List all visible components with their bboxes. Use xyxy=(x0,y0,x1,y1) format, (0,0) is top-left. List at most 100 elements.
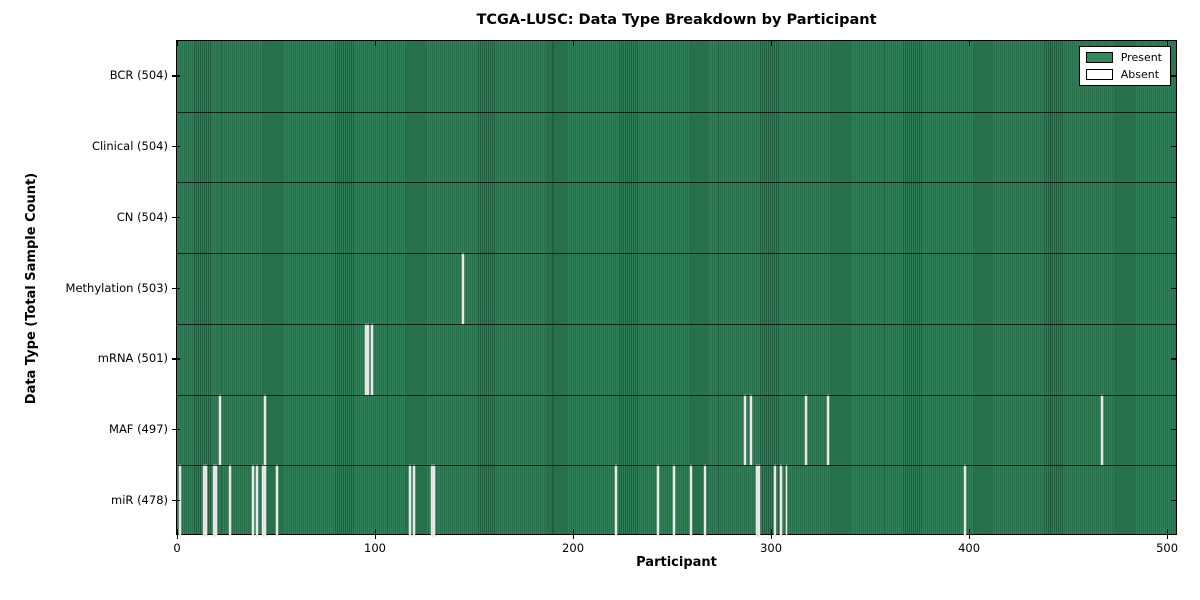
row-separator xyxy=(177,465,1176,467)
absent-stripe xyxy=(1100,394,1103,466)
y-tick-left xyxy=(172,499,180,502)
y-tick-right xyxy=(1171,216,1176,219)
y-tick-label-bcr: BCR (504) xyxy=(109,68,168,83)
grid-artifact-line xyxy=(883,41,886,534)
y-tick-left xyxy=(172,358,180,360)
grid-artifact-line xyxy=(1049,41,1051,534)
absent-stripe xyxy=(252,465,255,536)
row-separator xyxy=(177,323,1176,325)
absent-stripe xyxy=(276,465,279,536)
absent-stripe xyxy=(214,465,217,536)
heatmap-row-mrna xyxy=(177,323,1176,395)
absent-stripe xyxy=(367,323,370,395)
plot-area: Present Absent xyxy=(176,40,1177,536)
heatmap-row-cn xyxy=(177,182,1176,253)
absent-stripe xyxy=(755,465,758,536)
y-tick-right xyxy=(1171,75,1176,77)
legend-entry-present: Present xyxy=(1085,51,1162,64)
absent-stripe xyxy=(805,394,808,466)
absent-stripe xyxy=(690,465,693,536)
absent-stripe xyxy=(212,465,215,536)
absent-stripe xyxy=(757,465,760,536)
absent-stripe xyxy=(371,323,374,395)
x-tick-top xyxy=(177,40,179,46)
grid-artifact-line xyxy=(221,41,223,534)
x-tick-label-200: 200 xyxy=(562,541,585,555)
heatmap-row-methylation xyxy=(177,253,1176,324)
absent-stripe xyxy=(773,465,776,536)
x-tick-label-400: 400 xyxy=(958,541,981,555)
legend-entry-absent: Absent xyxy=(1085,68,1162,81)
y-tick-right xyxy=(1171,428,1176,431)
absent-stripe xyxy=(262,465,265,536)
y-tick-left xyxy=(172,146,180,148)
absent-stripe xyxy=(672,465,675,536)
absent-stripe xyxy=(963,465,966,536)
absent-stripe xyxy=(615,465,618,536)
absent-stripe xyxy=(430,465,433,536)
x-tick-label-300: 300 xyxy=(760,541,783,555)
absent-stripe xyxy=(656,465,659,536)
y-tick-right xyxy=(1171,287,1176,289)
row-separator xyxy=(177,182,1176,184)
legend-absent-swatch xyxy=(1085,69,1113,80)
absent-stripe xyxy=(779,465,782,536)
y-tick-label-mir: miR (478) xyxy=(111,492,168,507)
x-tick-top xyxy=(969,40,971,46)
y-tick-label-clinical: Clinical (504) xyxy=(91,139,168,154)
heatmap-row-clinical xyxy=(177,112,1176,183)
absent-stripe xyxy=(462,253,465,324)
y-axis-label: Data Type (Total Sample Count) xyxy=(24,172,39,405)
x-tick-bottom xyxy=(771,529,773,539)
x-tick-label-500: 500 xyxy=(1156,541,1179,555)
x-tick-label-100: 100 xyxy=(364,541,386,555)
grid-artifact-line xyxy=(552,41,554,534)
chart-title: TCGA-LUSC: Data Type Breakdown by Partic… xyxy=(476,12,877,28)
absent-stripe xyxy=(408,465,411,536)
absent-stripe xyxy=(704,465,707,536)
y-tick-label-maf: MAF (497) xyxy=(109,421,168,436)
row-separator xyxy=(177,111,1176,113)
y-tick-label-cn: CN (504) xyxy=(116,209,168,224)
y-tick-left xyxy=(172,287,180,289)
absent-stripe xyxy=(228,465,231,536)
grid-artifact-line xyxy=(386,41,389,534)
grid-artifact-line xyxy=(718,41,720,534)
legend-absent-label: Absent xyxy=(1120,68,1160,81)
heatmap-row-mir xyxy=(177,465,1176,536)
y-tick-label-mrna: mRNA (501) xyxy=(97,351,168,366)
y-tick-right xyxy=(1171,358,1176,360)
y-tick-left xyxy=(172,75,180,77)
absent-stripe xyxy=(743,394,746,466)
legend-present-label: Present xyxy=(1120,51,1162,64)
absent-stripe xyxy=(256,465,259,536)
y-tick-right xyxy=(1171,499,1176,502)
x-tick-label-0: 0 xyxy=(173,541,181,555)
x-tick-bottom xyxy=(969,529,971,539)
absent-stripe xyxy=(264,394,267,466)
x-tick-top xyxy=(1167,40,1169,46)
absent-stripe xyxy=(827,394,830,466)
legend-present-swatch xyxy=(1085,52,1113,63)
x-tick-top xyxy=(573,40,575,46)
absent-stripe xyxy=(202,465,205,536)
absent-stripe xyxy=(218,394,221,466)
absent-stripe xyxy=(365,323,368,395)
heatmap-row-bcr xyxy=(177,41,1176,112)
heatmap-row-maf xyxy=(177,394,1176,466)
y-tick-label-methylation: Methylation (503) xyxy=(65,280,168,295)
y-tick-left xyxy=(172,428,180,431)
row-separator xyxy=(177,394,1176,396)
x-tick-bottom xyxy=(177,529,179,539)
x-tick-bottom xyxy=(1167,529,1169,539)
y-tick-right xyxy=(1171,146,1176,148)
x-axis-label: Participant xyxy=(636,555,717,570)
x-tick-top xyxy=(771,40,773,46)
x-tick-bottom xyxy=(375,529,377,539)
absent-stripe xyxy=(749,394,752,466)
absent-stripe xyxy=(432,465,435,536)
x-tick-bottom xyxy=(573,529,575,539)
x-tick-top xyxy=(375,40,377,46)
absent-stripe xyxy=(785,465,788,536)
